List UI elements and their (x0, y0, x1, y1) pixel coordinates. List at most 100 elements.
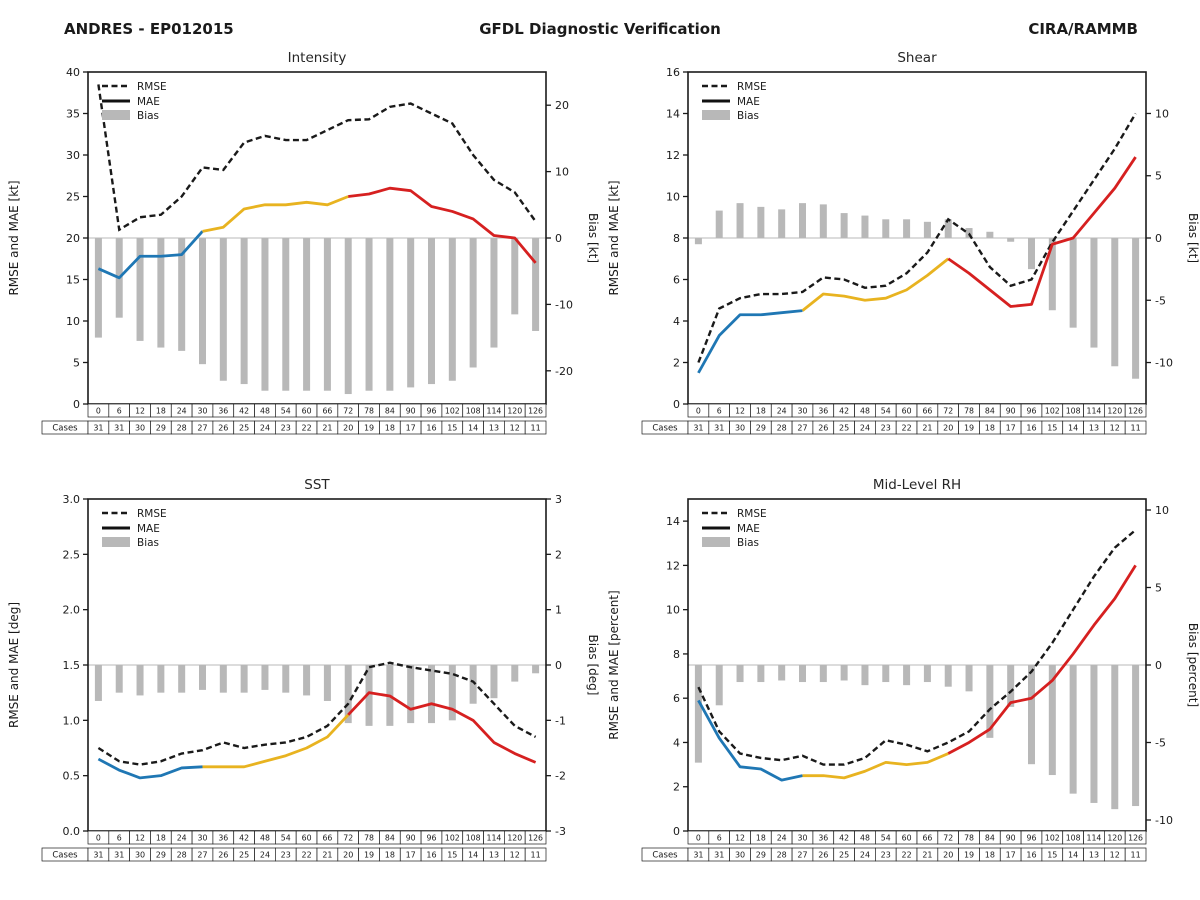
bias-bar (882, 665, 890, 683)
left-tick-label: 6 (673, 274, 680, 287)
bias-bar (715, 665, 723, 706)
bias-bar (1028, 665, 1035, 765)
hour-label: 102 (1045, 834, 1060, 843)
hour-label: 90 (1006, 407, 1016, 416)
cases-value: 28 (777, 851, 787, 860)
cases-value: 12 (1110, 851, 1120, 860)
cases-cell (524, 420, 547, 435)
bias-bar (1007, 238, 1015, 242)
hour-label: 48 (860, 407, 870, 416)
cases-value: 30 (735, 424, 745, 433)
cases-value: 28 (177, 851, 187, 860)
bias-bar (840, 665, 848, 681)
cases-value: 14 (468, 851, 478, 860)
hour-label: 36 (218, 407, 228, 416)
hour-label: 126 (528, 834, 543, 843)
bias-bar (882, 219, 890, 238)
legend-bias-label: Bias (137, 110, 159, 122)
bias-bar (219, 665, 227, 693)
bias-bar (799, 203, 806, 238)
left-tick-label: 4 (673, 736, 680, 749)
hour-label: 12 (135, 407, 145, 416)
hour-label: 60 (302, 834, 312, 843)
cases-value: 26 (218, 851, 228, 860)
bias-bar (511, 238, 519, 315)
cases-value: 31 (114, 851, 124, 860)
cases-value: 14 (1068, 851, 1078, 860)
credit-label: CIRA/RAMMB (1028, 20, 1138, 38)
bias-bar (282, 238, 290, 391)
cases-value: 31 (714, 424, 724, 433)
cases-value: 27 (197, 424, 207, 433)
cases-value: 21 (922, 424, 932, 433)
bias-bar (428, 238, 435, 385)
hour-label: 108 (1066, 407, 1081, 416)
cases-value: 16 (426, 851, 436, 860)
cases-cell (524, 847, 547, 862)
left-tick-label: 0 (673, 825, 680, 838)
left-tick-label: 40 (66, 66, 80, 79)
cases-value: 14 (1068, 424, 1078, 433)
cases-value: 16 (1026, 851, 1036, 860)
cases-row: Cases 31 31 30 29 28 27 26 25 24 23 22 21 20 19 18 17 16 1… (641, 420, 1147, 435)
bias-bar (1069, 665, 1077, 794)
hour-label: 120 (507, 407, 522, 416)
hour-label: 66 (922, 834, 932, 843)
bias-bar (861, 215, 869, 238)
bias-bar (448, 665, 456, 721)
right-tick-label: -10 (1155, 357, 1173, 370)
right-tick-label: -5 (1155, 294, 1166, 307)
bias-bar (944, 665, 952, 687)
cases-value: 30 (135, 424, 145, 433)
storm-id: ANDRES - EP012015 (64, 20, 234, 38)
left-tick-label: 0 (673, 398, 680, 411)
hour-label: 84 (385, 834, 395, 843)
bias-bar (778, 665, 786, 681)
cases-value: 17 (1006, 851, 1016, 860)
left-tick-label: 16 (666, 66, 680, 79)
bias-bar (1069, 238, 1077, 328)
bias-bar (532, 238, 540, 331)
bias-bar (261, 238, 269, 391)
hour-label: 48 (260, 834, 270, 843)
bias-bar (407, 665, 415, 724)
bias-bar (219, 238, 227, 381)
bias-bar (199, 238, 206, 365)
hour-label: 54 (281, 834, 291, 843)
left-tick-label: 4 (673, 315, 680, 328)
hour-label: 18 (756, 407, 766, 416)
hour-label: 114 (1087, 407, 1102, 416)
hour-label: 6 (117, 834, 122, 843)
bias-bar (965, 228, 973, 238)
mae-line-yellow (202, 195, 349, 233)
hour-label: 102 (1045, 407, 1060, 416)
bias-bar (986, 231, 994, 238)
rmse-line (97, 661, 537, 766)
bias-bar (923, 221, 931, 238)
mae-line-red (947, 156, 1137, 308)
bias-bar (386, 238, 394, 391)
bias-bar (1048, 665, 1056, 776)
cases-value: 19 (364, 424, 374, 433)
left-tick-label: 1.5 (63, 659, 81, 672)
rmse-line (97, 84, 537, 232)
cases-value: 11 (1130, 424, 1140, 433)
hour-label: 84 (985, 407, 995, 416)
bias-bar (799, 665, 806, 683)
hour-label: 18 (156, 407, 166, 416)
hour-label: 30 (198, 834, 208, 843)
right-tick-label: -5 (1155, 736, 1166, 749)
right-tick-label: 0 (1155, 659, 1162, 672)
cases-value: 21 (322, 851, 332, 860)
mae-line-blue (697, 309, 803, 374)
cases-value: 13 (1089, 424, 1099, 433)
hour-cell (1124, 403, 1147, 418)
hour-label: 72 (343, 407, 353, 416)
cases-value: 31 (693, 851, 703, 860)
hour-label: 66 (922, 407, 932, 416)
cases-value: 23 (881, 424, 891, 433)
hour-label: 48 (860, 834, 870, 843)
bias-bar (344, 665, 352, 724)
